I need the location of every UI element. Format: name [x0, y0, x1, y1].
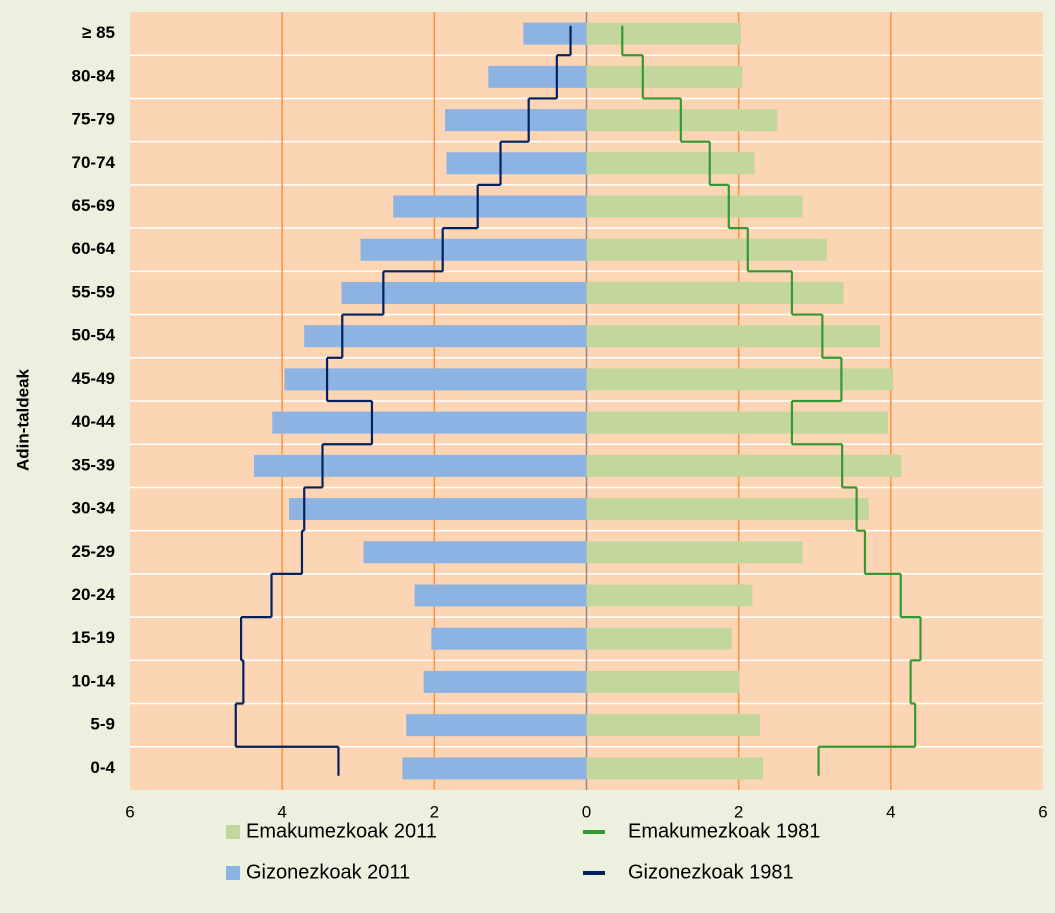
- x-tick-label: 6: [125, 802, 134, 821]
- bar: [341, 281, 587, 304]
- bar: [586, 22, 741, 45]
- bar: [488, 65, 587, 88]
- bar: [586, 281, 844, 304]
- legend-label: Emakumezkoak 1981: [628, 820, 820, 842]
- y-tick-label: 25-29: [72, 542, 115, 561]
- y-tick-label: 50-54: [72, 326, 116, 345]
- bar: [586, 195, 803, 218]
- x-tick-label: 4: [886, 802, 895, 821]
- bar: [289, 498, 587, 521]
- bar: [586, 368, 894, 391]
- bar: [586, 238, 827, 261]
- y-tick-label: 35-39: [72, 455, 115, 474]
- bar: [586, 411, 888, 434]
- y-tick-label: 0-4: [90, 758, 115, 777]
- x-tick-label: 2: [430, 802, 439, 821]
- bar: [586, 670, 740, 693]
- legend-label: Gizonezkoak 1981: [628, 861, 794, 883]
- bar: [586, 584, 753, 607]
- bar: [586, 109, 778, 132]
- bar: [254, 454, 587, 477]
- y-tick-label: 75-79: [72, 110, 115, 129]
- y-tick-label: 60-64: [72, 239, 116, 258]
- bar: [402, 757, 587, 780]
- y-tick-label: 80-84: [72, 66, 116, 85]
- bar: [523, 22, 587, 45]
- bar: [304, 325, 587, 348]
- y-tick-label: 45-49: [72, 369, 115, 388]
- bar: [393, 195, 587, 218]
- bar: [363, 541, 587, 564]
- bar: [586, 541, 803, 564]
- bar: [586, 325, 881, 348]
- y-tick-label: 65-69: [72, 196, 115, 215]
- y-tick-label: ≥ 85: [82, 23, 115, 42]
- y-tick-label: 20-24: [72, 585, 116, 604]
- bar: [284, 368, 587, 391]
- bar: [414, 584, 587, 607]
- x-tick-label: 2: [734, 802, 743, 821]
- legend-swatch: [226, 866, 240, 880]
- y-tick-label: 15-19: [72, 628, 115, 647]
- bar: [586, 757, 764, 780]
- bar: [423, 670, 587, 693]
- bar: [586, 454, 902, 477]
- legend-label: Gizonezkoak 2011: [246, 861, 410, 883]
- x-tick-label: 6: [1038, 802, 1047, 821]
- bar: [586, 65, 743, 88]
- bar: [586, 627, 732, 650]
- y-tick-label: 30-34: [72, 499, 116, 518]
- bar: [586, 152, 755, 175]
- y-tick-label: 55-59: [72, 282, 115, 301]
- legend-swatch: [226, 825, 240, 839]
- y-tick-label: 5-9: [90, 715, 115, 734]
- y-tick-label: 70-74: [72, 153, 116, 172]
- bar: [360, 238, 587, 261]
- x-tick-label: 0: [582, 802, 591, 821]
- bar: [586, 498, 869, 521]
- x-tick-label: 4: [277, 802, 286, 821]
- bar: [586, 714, 760, 737]
- bar: [406, 714, 587, 737]
- y-axis-title: Adin-taldeak: [13, 368, 32, 471]
- bar: [444, 109, 587, 132]
- bar: [431, 627, 587, 650]
- y-tick-label: 10-14: [72, 671, 116, 690]
- bar: [446, 152, 587, 175]
- y-tick-label: 40-44: [72, 412, 116, 431]
- legend-label: Emakumezkoak 2011: [246, 820, 437, 842]
- bar: [272, 411, 587, 434]
